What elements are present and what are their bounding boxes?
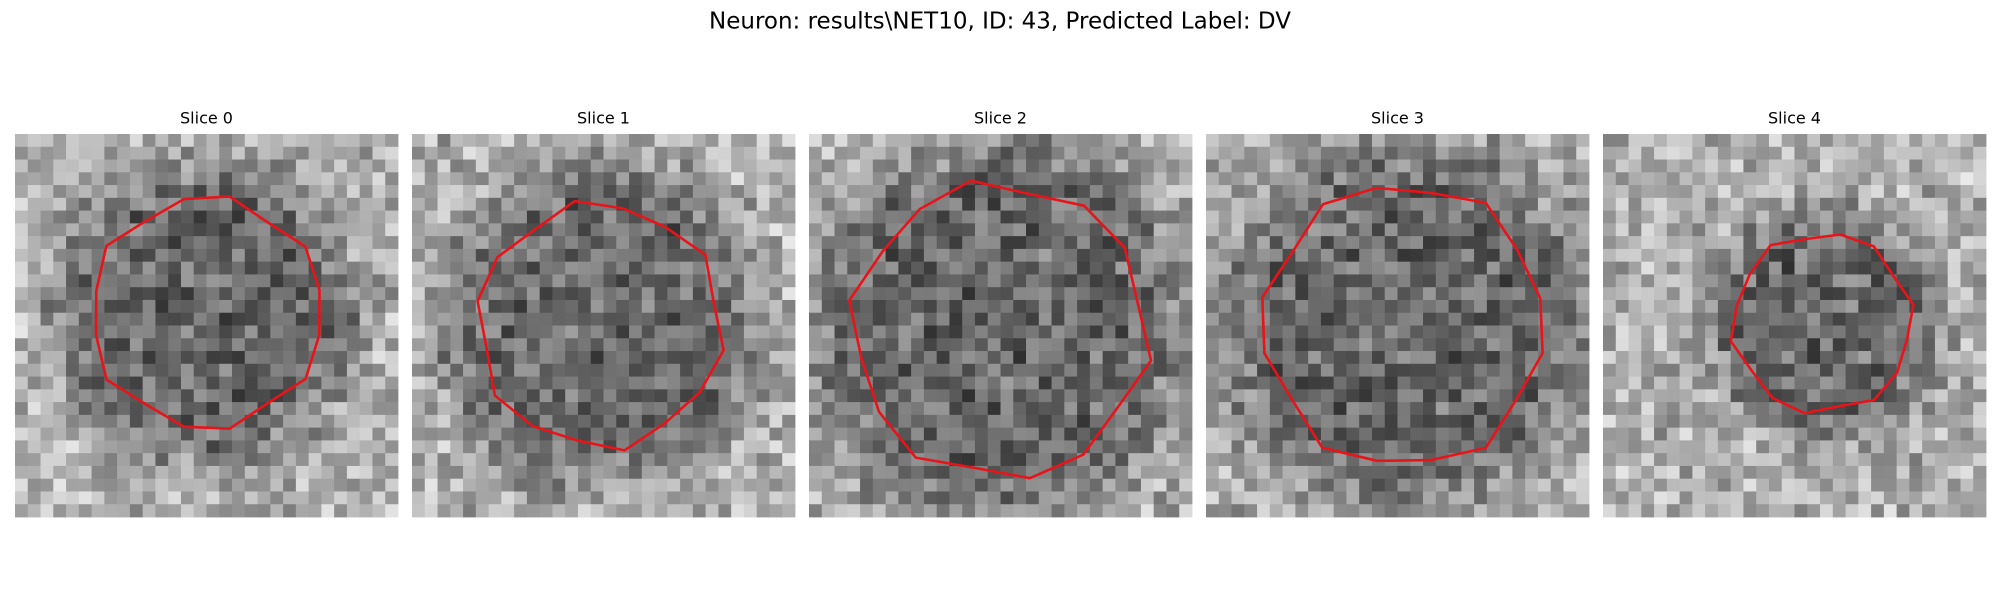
slice-image <box>412 134 796 518</box>
contour <box>476 199 725 452</box>
slice-image <box>15 134 399 518</box>
panel-title: Slice 0 <box>180 109 233 128</box>
figure-title: Neuron: results\NET10, ID: 43, Predicted… <box>709 9 1291 35</box>
panel-title: Slice 4 <box>1768 109 1821 128</box>
contour <box>1261 186 1544 463</box>
contour <box>94 195 321 431</box>
slice-image <box>1206 134 1590 518</box>
panel-title: Slice 3 <box>1371 109 1424 128</box>
slice-image <box>1603 134 1987 518</box>
slice-image <box>809 134 1193 518</box>
panel-title: Slice 1 <box>577 109 630 128</box>
panel-title: Slice 2 <box>974 109 1027 128</box>
contour <box>847 179 1153 480</box>
contour <box>1729 233 1915 415</box>
